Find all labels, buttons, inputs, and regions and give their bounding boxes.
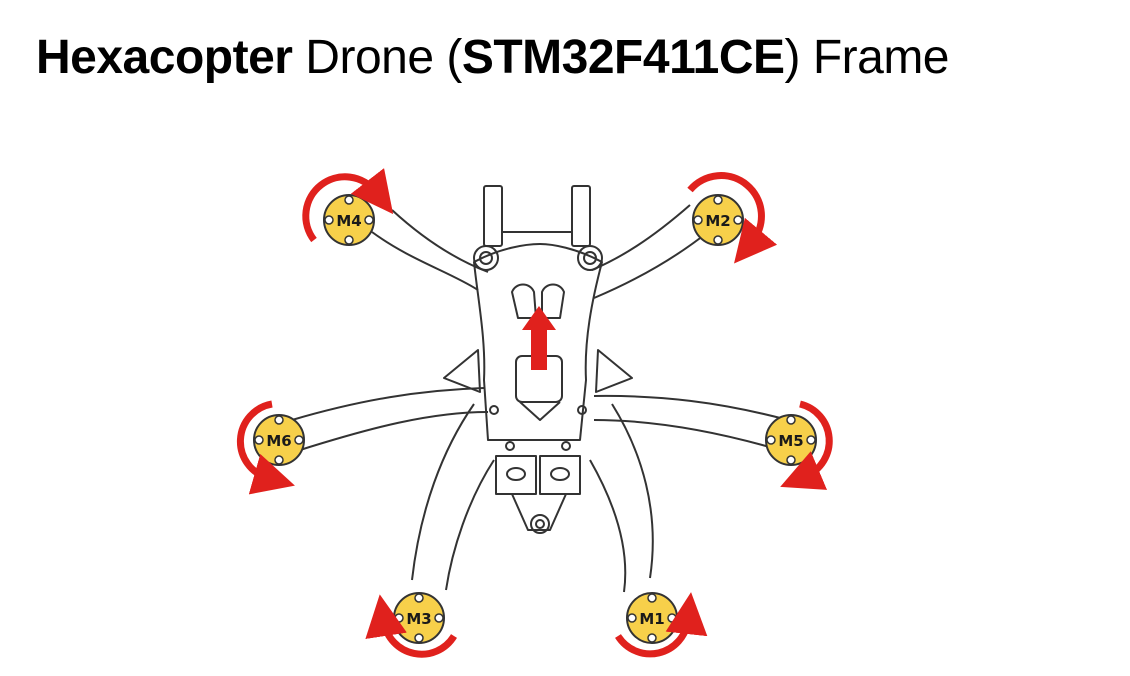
title-drone: Drone ( <box>292 31 462 84</box>
motor-m1: M1 <box>615 592 708 658</box>
motor-m5: M5 <box>765 400 833 490</box>
motor-m2: M2 <box>687 172 778 264</box>
motor-m4-rotation-arrow-icon <box>302 168 394 243</box>
motor-m3-rotation-arrow-icon <box>365 594 457 658</box>
title-frame: ) Frame <box>784 31 950 84</box>
motor-m5-rotation-arrow-icon <box>780 400 833 490</box>
forward-direction-arrow <box>522 306 556 370</box>
motor-m3-label: M3 <box>406 610 431 628</box>
motor-m3: M3 <box>365 592 457 658</box>
motor-m2-label: M2 <box>705 212 730 230</box>
motor-m1-label: M1 <box>639 610 664 628</box>
title-mcu: STM32F411CE <box>461 31 785 84</box>
frame-outline <box>291 185 789 593</box>
motor-m6: M6 <box>236 400 305 495</box>
motor-m5-label: M5 <box>778 432 803 450</box>
title-hexacopter: Hexacopter <box>36 31 293 84</box>
motor-m1-rotation-arrow-icon <box>615 592 708 658</box>
motor-m4: M4 <box>302 168 394 246</box>
motor-m6-rotation-arrow-icon <box>236 400 295 495</box>
motor-m4-label: M4 <box>336 212 361 230</box>
motor-m6-label: M6 <box>266 432 291 450</box>
motor-m2-rotation-arrow-icon <box>687 172 778 264</box>
page-title: Hexacopter Drone (STM32F411CE) Frame <box>36 28 949 88</box>
